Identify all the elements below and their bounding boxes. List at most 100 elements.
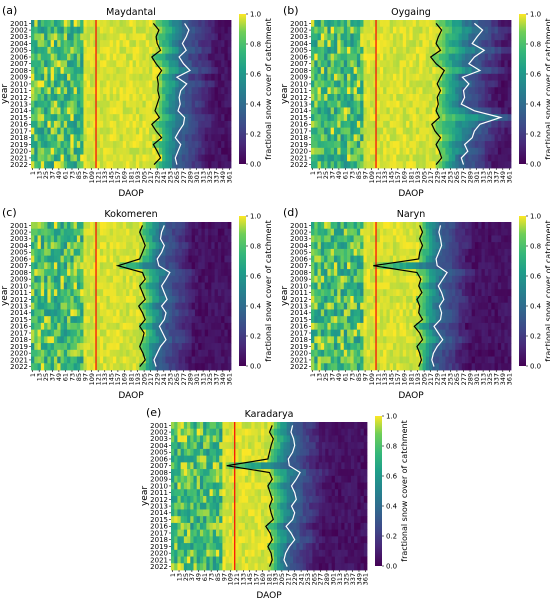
heatmap-cell <box>409 46 414 55</box>
heatmap-cell <box>314 53 318 61</box>
heatmap-cell <box>106 40 111 48</box>
heatmap-cell <box>383 228 387 236</box>
heatmap-cell <box>119 309 124 317</box>
heatmap-cell <box>320 40 325 48</box>
heatmap-cell <box>158 242 163 250</box>
heatmap-cell <box>396 46 400 55</box>
heatmap-cell <box>106 53 111 61</box>
heatmap-cell <box>99 235 104 243</box>
heatmap-cell <box>320 154 325 162</box>
heatmap-cell <box>47 296 52 304</box>
heatmap-cell <box>168 94 173 102</box>
heatmap-cell <box>47 87 52 95</box>
heatmap-cell <box>44 107 48 115</box>
heatmap-cell <box>330 255 335 263</box>
heatmap-cell <box>221 322 225 331</box>
heatmap-cell <box>224 46 229 55</box>
heatmap-cell <box>162 349 166 357</box>
heatmap-cell <box>419 46 423 55</box>
heatmap-cell <box>181 73 186 81</box>
heatmap-cell <box>112 73 117 81</box>
heatmap-cell <box>217 255 222 263</box>
heatmap-cell <box>204 255 209 263</box>
heatmap-cell <box>50 349 55 357</box>
heatmap-cell <box>70 33 75 41</box>
heatmap-cell <box>53 20 58 28</box>
heatmap-cell <box>152 349 156 357</box>
heatmap-cell <box>501 107 505 115</box>
heatmap-cell <box>96 222 101 230</box>
heatmap-cell <box>63 302 68 310</box>
heatmap-cell <box>386 134 391 142</box>
heatmap-cell <box>370 255 374 263</box>
heatmap-cell <box>165 107 170 115</box>
heatmap-cell <box>132 134 137 142</box>
heatmap-cell <box>227 235 232 243</box>
heatmap-cell <box>132 40 137 48</box>
heatmap-cell <box>53 289 58 297</box>
heatmap-cell <box>448 242 453 250</box>
heatmap-cell <box>221 336 225 344</box>
heatmap-cell <box>497 60 502 68</box>
heatmap-cell <box>343 154 348 162</box>
heatmap-cell <box>442 141 446 149</box>
heatmap-cell <box>86 100 91 108</box>
heatmap-cell <box>448 120 453 129</box>
heatmap-cell <box>504 107 509 115</box>
heatmap-cell <box>445 222 450 230</box>
heatmap-cell <box>314 80 318 88</box>
heatmap-cell <box>109 73 114 81</box>
heatmap-cell <box>409 100 414 108</box>
heatmap-cell <box>320 100 325 108</box>
colorbar-tick-label: 0.8 <box>250 243 261 251</box>
heatmap-cell <box>386 282 391 290</box>
heatmap-cell <box>204 222 209 230</box>
heatmap-cell <box>57 296 61 304</box>
heatmap-cell <box>122 26 127 34</box>
heatmap-cell <box>50 53 55 61</box>
heatmap-cell <box>324 53 328 61</box>
heatmap-cell <box>507 242 512 250</box>
heatmap-cell <box>340 94 345 102</box>
y-tick-label: 2002 <box>10 228 28 236</box>
heatmap-cell <box>465 67 469 75</box>
heatmap-cell <box>425 222 430 230</box>
heatmap-cell <box>356 53 361 61</box>
heatmap-cell <box>142 147 147 155</box>
heatmap-cell <box>112 80 117 88</box>
heatmap-cell <box>422 107 427 115</box>
heatmap-cell <box>465 53 469 61</box>
heatmap-cell <box>83 329 88 337</box>
heatmap-cell <box>211 289 216 297</box>
heatmap-cell <box>419 60 423 68</box>
heatmap-cell <box>217 147 222 155</box>
heatmap-cell <box>76 40 81 48</box>
heatmap-cell <box>112 20 117 28</box>
heatmap-cell <box>451 60 456 68</box>
heatmap-cell <box>406 154 410 162</box>
heatmap-cell <box>191 141 196 149</box>
heatmap-cell <box>402 107 407 115</box>
heatmap-cell <box>135 40 140 48</box>
heatmap-cell <box>135 53 140 61</box>
heatmap-cell <box>60 289 65 297</box>
heatmap-cell <box>185 282 189 290</box>
heatmap-cell <box>389 255 394 263</box>
heatmap-cell <box>497 107 502 115</box>
heatmap-cell <box>86 141 91 149</box>
heatmap-cell <box>333 40 338 48</box>
heatmap-cell <box>57 282 61 290</box>
heatmap-cell <box>497 275 502 283</box>
heatmap-cell <box>376 154 381 162</box>
heatmap-cell <box>142 60 147 68</box>
heatmap-cell <box>60 302 65 310</box>
heatmap-cell <box>376 120 381 129</box>
heatmap-cell <box>145 296 150 304</box>
heatmap-cell <box>429 127 433 135</box>
heatmap-cell <box>504 33 509 41</box>
heatmap-cell <box>227 343 232 351</box>
heatmap-cell <box>317 40 322 48</box>
heatmap-cell <box>501 20 505 28</box>
heatmap-cell <box>53 161 58 169</box>
heatmap-cell <box>504 161 509 169</box>
